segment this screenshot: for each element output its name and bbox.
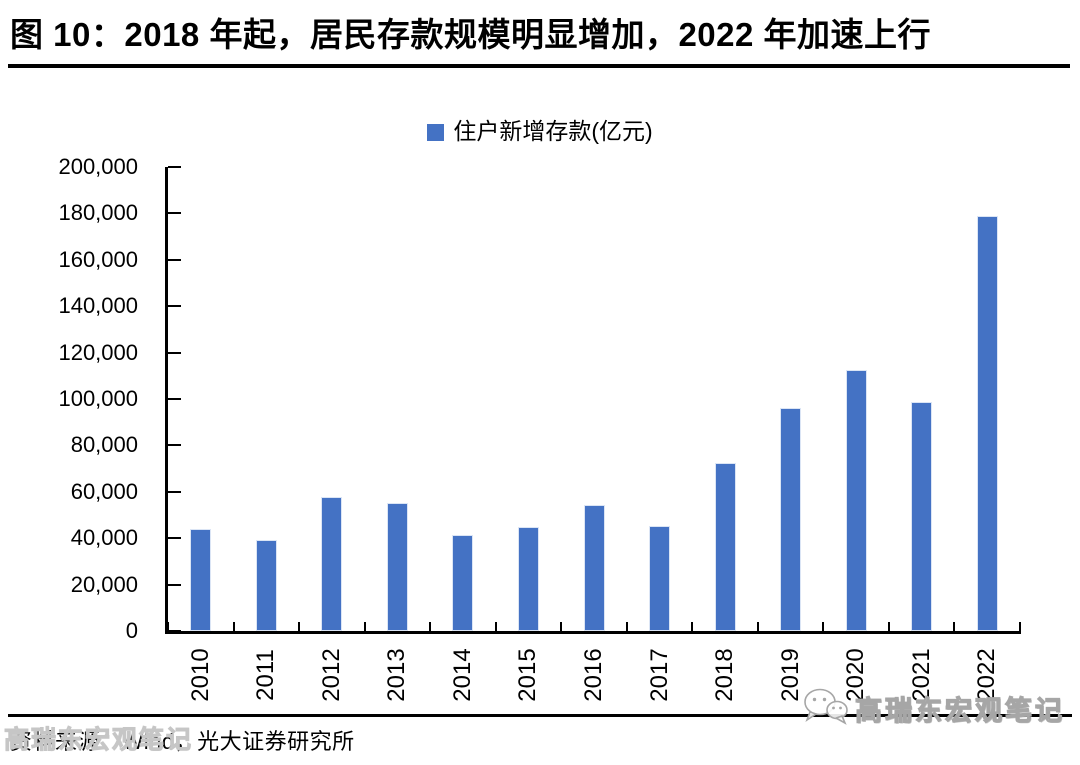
bar-2021 [911,402,933,631]
x-axis-tick [429,622,432,634]
y-axis-tick [168,537,181,540]
x-axis-tick [494,622,497,634]
x-axis-tick [1019,622,1021,634]
y-axis-label: 140,000 [58,293,138,319]
bar-2017 [649,526,671,631]
y-axis-label: 120,000 [58,339,138,365]
y-axis-label: 60,000 [70,478,138,504]
watermark: 高瑞东宏观笔记 [800,686,1065,731]
x-axis-tick [756,622,759,634]
x-axis-label: 2019 [776,648,804,702]
x-axis-tick [887,622,890,634]
y-axis-tick [168,351,181,354]
x-axis-tick [232,622,235,634]
y-axis-tick [168,166,181,168]
bar-2020 [845,369,867,631]
bar-2019 [780,407,802,631]
x-axis-label: 2018 [711,648,739,702]
x-axis-tick [167,622,169,634]
y-axis-label: 180,000 [58,200,138,226]
bar-2018 [714,463,736,631]
x-axis-tick [625,622,628,634]
y-axis-label: 0 [125,618,138,643]
x-axis-tick [560,622,563,634]
y-axis-label: 80,000 [70,432,138,458]
bar-chart-plot-area: 0 20,000 40,000 60,000 80,000 100,000 120,000 1… [58,154,1021,702]
source-note: 资料来源：Wind，光大证券研究所 [10,729,355,754]
y-axis-tick [168,212,181,215]
y-axis-tick [168,305,181,308]
bar-2014 [452,534,474,631]
footer-divider [8,714,1072,717]
x-axis-label: 2012 [317,648,345,702]
bar-2013 [386,502,408,631]
y-axis-label: 200,000 [58,154,138,179]
y-axis-tick [168,398,181,400]
y-axis-tick [168,583,181,586]
legend-label: 住户新增存款(亿元) [453,118,653,144]
y-axis-tick [168,258,181,261]
x-axis-tick [363,622,366,634]
wechat-logo-icon [800,686,850,731]
watermark-text: 高瑞东宏观笔记 [854,695,1065,726]
x-axis-tick [953,622,956,634]
chart-legend: 住户新增存款(亿元) [0,112,1080,146]
bar-2016 [583,504,605,631]
title-divider [8,64,1070,68]
x-axis-tick [822,622,825,634]
bar-2015 [517,527,539,631]
x-axis-label: 2010 [186,648,214,702]
x-axis-label: 2013 [383,648,411,702]
y-axis-label: 100,000 [58,386,138,411]
bar-2012 [321,496,343,631]
y-axis-tick [168,630,181,632]
x-axis-label: 2011 [252,649,280,701]
bar-2010 [190,529,212,631]
y-axis-tick [168,490,181,493]
y-axis-tick [168,444,181,447]
y-axis-label: 40,000 [70,525,138,551]
legend-swatch-icon [427,124,445,141]
y-axis-label: 160,000 [58,246,138,272]
x-axis-tick [298,622,301,634]
figure-title: 图 10：2018 年起，居民存款规模明显增加，2022 年加速上行 [10,16,932,53]
x-axis-label: 2017 [645,648,673,702]
x-axis-tick [691,622,694,634]
y-axis-label: 20,000 [70,571,138,597]
bar-2011 [255,539,277,631]
x-axis-label: 2014 [448,648,476,702]
bar-2022 [976,215,998,631]
x-axis-label: 2016 [580,648,607,702]
x-axis-label: 2015 [514,648,542,702]
